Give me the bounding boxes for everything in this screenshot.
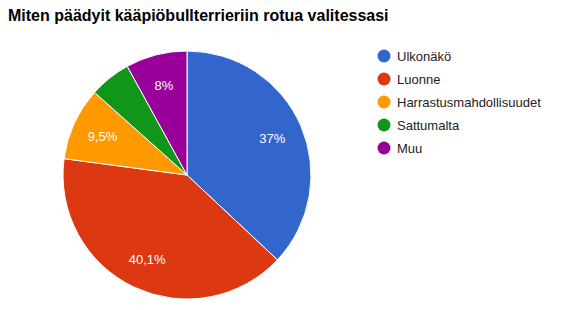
data-label: 37%: [259, 131, 285, 146]
slices: [63, 51, 311, 299]
legend: Ulkonäkö Luonne Harrastusmahdollisuudet Sat…: [378, 49, 542, 156]
legend-label: Ulkonäkö: [397, 49, 451, 64]
pie-slice: [127, 51, 187, 175]
legend-label: Sattumalta: [397, 118, 460, 133]
legend-swatch: [378, 119, 391, 132]
legend-swatch: [378, 50, 391, 63]
legend-swatch: [378, 142, 391, 155]
chart-title: Miten päädyit kääpiöbullterrieriin rotua…: [8, 7, 389, 24]
legend-label: Harrastusmahdollisuudet: [397, 95, 541, 110]
data-labels: 37% 40,1% 9,5% 8%: [88, 78, 286, 267]
data-label: 40,1%: [129, 252, 166, 267]
chart-container: Miten päädyit kääpiöbullterrieriin rotua…: [0, 0, 571, 310]
pie-slice: [63, 159, 277, 299]
legend-swatch: [378, 73, 391, 86]
chart-svg: Miten päädyit kääpiöbullterrieriin rotua…: [0, 0, 571, 310]
legend-swatch: [378, 96, 391, 109]
data-label: 8%: [154, 78, 173, 93]
legend-label: Luonne: [397, 72, 440, 87]
data-label: 9,5%: [88, 129, 118, 144]
legend-label: Muu: [397, 141, 422, 156]
